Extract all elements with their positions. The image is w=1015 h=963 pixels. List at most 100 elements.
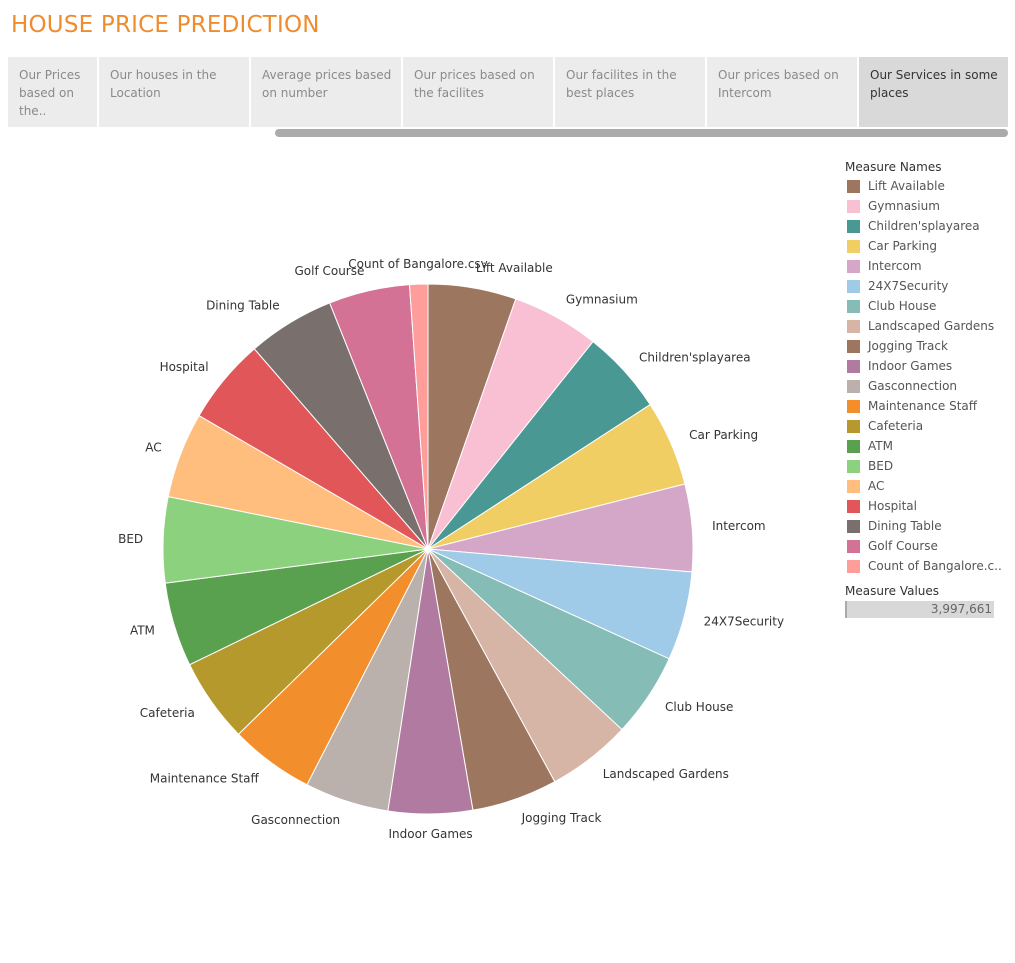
pie-label: Car Parking — [689, 428, 758, 442]
legend-swatch — [847, 339, 860, 353]
legend-label: Landscaped Gardens — [868, 319, 995, 333]
legend-swatch — [847, 179, 860, 193]
tab-prices-facilites[interactable]: Our prices based on the facilites — [403, 57, 553, 127]
measure-values-max: 3,997,661 — [930, 602, 992, 616]
legend-item[interactable]: Hospital — [845, 496, 1005, 516]
legend-swatch — [847, 319, 860, 333]
legend-item[interactable]: Cafeteria — [845, 416, 1005, 436]
legend-swatch — [847, 419, 860, 433]
legend-item[interactable]: ATM — [845, 436, 1005, 456]
legend-label: Hospital — [868, 499, 917, 513]
tabs-scrollbar[interactable] — [275, 129, 1008, 137]
pie-label: Hospital — [160, 360, 209, 374]
legend-item[interactable]: Count of Bangalore.c.. — [845, 556, 1005, 576]
legend: Measure Names Lift Available Gymnasium Chi… — [845, 158, 1005, 618]
legend-label: Indoor Games — [868, 359, 953, 373]
legend-swatch — [847, 499, 860, 513]
legend-label: Car Parking — [868, 239, 937, 253]
legend-swatch — [847, 459, 860, 473]
legend-swatch — [847, 299, 860, 313]
legend-label: Golf Course — [868, 539, 938, 553]
pie-label: Gymnasium — [566, 293, 638, 307]
legend-label: ATM — [868, 439, 893, 453]
legend-swatch — [847, 239, 860, 253]
legend-label: Jogging Track — [868, 339, 948, 353]
legend-swatch — [847, 399, 860, 413]
legend-label: 24X7Security — [868, 279, 949, 293]
legend-label: Dining Table — [868, 519, 942, 533]
legend-item[interactable]: Dining Table — [845, 516, 1005, 536]
legend-label: AC — [868, 479, 885, 493]
tab-label: Our Services in some places — [870, 68, 998, 100]
legend-swatch — [847, 379, 860, 393]
legend-swatch — [847, 559, 860, 573]
pie-label: AC — [145, 441, 161, 455]
legend-item[interactable]: Club House — [845, 296, 1005, 316]
pie-labels: Lift Available Gymnasium Children'splayare… — [118, 257, 784, 841]
legend-label: Children'splayarea — [868, 219, 980, 233]
dashboard-title: HOUSE PRICE PREDICTION — [11, 12, 320, 38]
tab-average-prices[interactable]: Average prices based on number — [251, 57, 401, 127]
pie-slice[interactable] — [408, 283, 429, 550]
legend-swatch — [847, 279, 860, 293]
pie-label: Children'splayarea — [639, 350, 751, 364]
legend-label: Gasconnection — [868, 379, 958, 393]
pie-label: 24X7Security — [704, 614, 784, 628]
pie-slices — [162, 283, 694, 815]
tab-label: Average prices based on number — [262, 68, 392, 100]
legend-swatch — [847, 439, 860, 453]
pie-label: Club House — [665, 700, 733, 714]
legend-item[interactable]: Golf Course — [845, 536, 1005, 556]
tab-prices-intercom[interactable]: Our prices based on Intercom — [707, 57, 857, 127]
legend-swatch — [847, 359, 860, 373]
tab-our-services[interactable]: Our Services in some places — [859, 57, 1008, 127]
tab-label: Our prices based on the facilites — [414, 68, 535, 100]
legend-label: Lift Available — [868, 179, 945, 193]
legend-item[interactable]: BED — [845, 456, 1005, 476]
legend-item[interactable]: Intercom — [845, 256, 1005, 276]
legend-label: Intercom — [868, 259, 922, 273]
legend-label: Cafeteria — [868, 419, 924, 433]
pie-label: Cafeteria — [140, 706, 195, 720]
legend-item[interactable]: Gasconnection — [845, 376, 1005, 396]
measure-values-range[interactable]: 3,997,661 — [845, 601, 994, 618]
tab-label: Our facilites in the best places — [566, 68, 677, 100]
legend-items: Lift Available Gymnasium Children'splayare… — [845, 176, 1005, 576]
pie-label: Maintenance Staff — [150, 771, 260, 785]
pie-label: Landscaped Gardens — [603, 767, 729, 781]
legend-item[interactable]: AC — [845, 476, 1005, 496]
legend-label: Count of Bangalore.c.. — [868, 559, 1002, 573]
legend-swatch — [847, 519, 860, 533]
pie-label: Gasconnection — [251, 813, 340, 827]
pie-label: Intercom — [712, 519, 766, 533]
legend-swatch — [847, 539, 860, 553]
legend-item[interactable]: Jogging Track — [845, 336, 1005, 356]
tab-our-houses-in-location[interactable]: Our houses in the Location — [99, 57, 249, 127]
tab-our-prices-based-on[interactable]: Our Prices based on the.. — [8, 57, 97, 127]
legend-item[interactable]: Maintenance Staff — [845, 396, 1005, 416]
legend-item[interactable]: Lift Available — [845, 176, 1005, 196]
legend-swatch — [847, 479, 860, 493]
pie-label: Indoor Games — [389, 827, 473, 841]
legend-item[interactable]: 24X7Security — [845, 276, 1005, 296]
legend-label: BED — [868, 459, 894, 473]
pie-label: Golf Course — [294, 264, 364, 278]
tab-label: Our Prices based on the.. — [19, 68, 81, 118]
legend-item[interactable]: Car Parking — [845, 236, 1005, 256]
tab-label: Our houses in the Location — [110, 68, 217, 100]
pie-label: BED — [118, 532, 143, 546]
legend-item[interactable]: Landscaped Gardens — [845, 316, 1005, 336]
legend-item[interactable]: Gymnasium — [845, 196, 1005, 216]
legend-label: Maintenance Staff — [868, 399, 978, 413]
tab-facilites-best-places[interactable]: Our facilites in the best places — [555, 57, 705, 127]
legend-item[interactable]: Indoor Games — [845, 356, 1005, 376]
legend-item[interactable]: Children'splayarea — [845, 216, 1005, 236]
pie-label: Count of Bangalore.csv — [348, 257, 488, 271]
legend-label: Gymnasium — [868, 199, 940, 213]
legend-swatch — [847, 259, 860, 273]
pie-label: ATM — [130, 624, 155, 638]
pie-label: Dining Table — [206, 299, 280, 313]
pie-label: Jogging Track — [521, 811, 602, 825]
pie-label: Lift Available — [476, 261, 553, 275]
